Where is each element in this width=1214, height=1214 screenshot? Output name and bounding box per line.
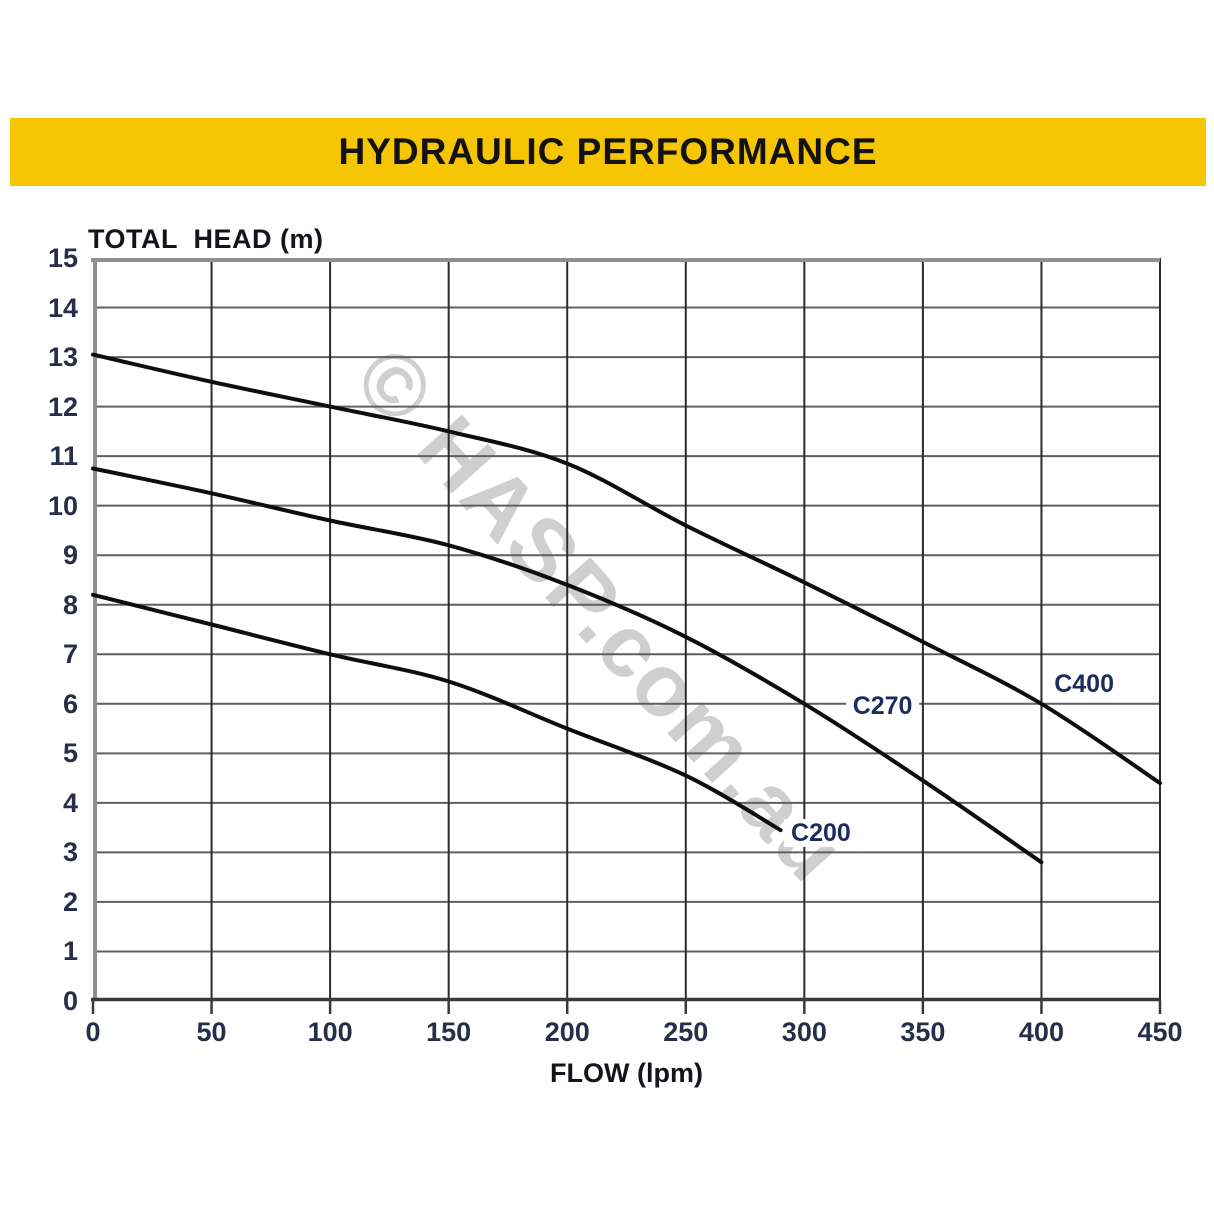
y-tick-label: 13 (47, 342, 78, 373)
curve-c270 (91, 466, 1044, 865)
watermark-text: © HASP.com.au (336, 328, 865, 900)
y-tick-label: 10 (47, 490, 78, 521)
y-tick-label: 14 (47, 292, 78, 323)
x-tick-label: 350 (900, 1017, 946, 1047)
y-tick-label: 1 (62, 936, 78, 967)
x-tick-label: 150 (426, 1017, 472, 1047)
y-tick-label: 11 (49, 441, 78, 472)
x-tick-label: 0 (85, 1017, 101, 1047)
y-tick-label: 6 (62, 688, 78, 719)
y-tick-label: 9 (62, 540, 78, 571)
x-tick-label: 200 (544, 1017, 590, 1047)
x-tick-label: 100 (307, 1017, 353, 1047)
y-tick-label: 7 (62, 639, 78, 670)
curve-label-c270: C270 (845, 692, 920, 721)
chart-canvas: © HASP.com.au (91, 258, 1162, 1014)
y-tick-label: 12 (47, 391, 78, 422)
x-tick-label: 450 (1137, 1017, 1183, 1047)
y-tick-label: 3 (62, 837, 78, 868)
y-tick-label: 15 (47, 243, 78, 273)
y-tick-label: 0 (62, 986, 78, 1016)
x-axis-title: FLOW (lpm) (550, 1058, 703, 1088)
plot-area: © HASP.com.au (91, 258, 1162, 1014)
y-tick-label: 2 (62, 886, 78, 917)
x-tick-label: 50 (196, 1017, 227, 1047)
page-title: HYDRAULIC PERFORMANCE (338, 131, 878, 172)
x-tick-label: 300 (781, 1017, 827, 1047)
title-banner: HYDRAULIC PERFORMANCE (10, 118, 1206, 186)
curve-label-c200: C200 (784, 818, 858, 847)
x-tick-label: 250 (663, 1017, 709, 1047)
y-tick-label: 4 (62, 787, 78, 818)
y-tick-label: 5 (62, 738, 78, 769)
y-tick-label: 8 (62, 589, 78, 620)
x-tick-label: 400 (1018, 1017, 1064, 1047)
y-axis-title: TOTAL HEAD (m) (88, 224, 324, 254)
curve-c200 (91, 592, 783, 833)
curve-c400 (91, 352, 1162, 786)
curve-label-c400: C400 (1047, 669, 1121, 698)
